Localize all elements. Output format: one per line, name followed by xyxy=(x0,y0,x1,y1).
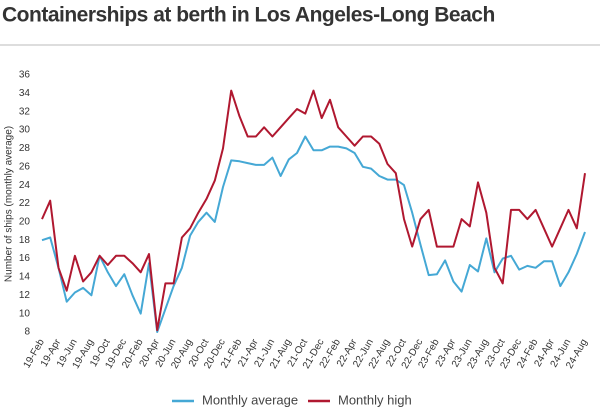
y-tick-label: 20 xyxy=(19,216,31,227)
y-tick-label: 24 xyxy=(19,180,31,191)
y-tick-label: 36 xyxy=(19,70,31,81)
series-line xyxy=(41,89,586,332)
series-line xyxy=(41,135,586,333)
y-tick-label: 22 xyxy=(19,198,31,209)
y-tick-label: 12 xyxy=(19,290,31,301)
y-tick-label: 28 xyxy=(19,143,31,154)
legend-label: Monthly average xyxy=(202,392,298,407)
y-tick-label: 14 xyxy=(19,272,31,283)
y-tick-label: 16 xyxy=(19,253,31,264)
legend-label: Monthly high xyxy=(338,392,412,407)
y-tick-label: 18 xyxy=(19,235,31,246)
y-tick-label: 10 xyxy=(19,308,31,319)
y-tick-label: 26 xyxy=(19,161,31,172)
y-tick-label: 8 xyxy=(24,327,30,338)
y-tick-label: 32 xyxy=(19,106,31,117)
y-tick-label: 34 xyxy=(19,88,31,99)
y-tick-label: 30 xyxy=(19,125,31,136)
chart-title: Containerships at berth in Los Angeles-L… xyxy=(2,4,495,27)
y-axis-label: Number of ships (monthly average) xyxy=(4,126,15,282)
